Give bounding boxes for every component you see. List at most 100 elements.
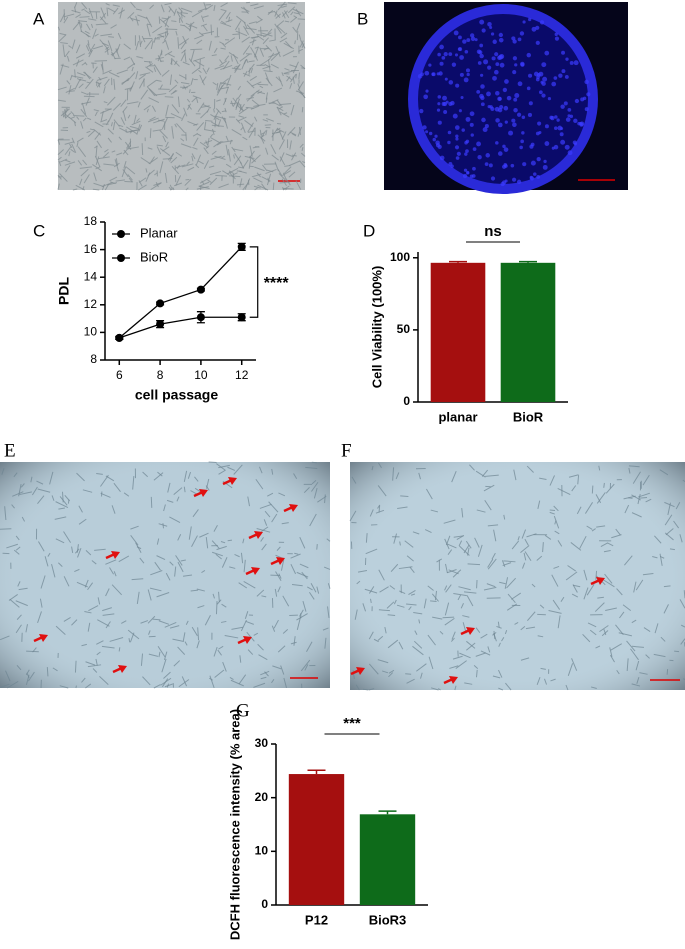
cell xyxy=(47,667,48,676)
point xyxy=(197,286,205,294)
nucleus xyxy=(458,35,462,39)
nucleus xyxy=(522,116,526,120)
nucleus xyxy=(513,56,517,60)
micrograph-a xyxy=(58,2,305,190)
nucleus xyxy=(466,171,469,174)
nucleus xyxy=(531,161,536,166)
nucleus xyxy=(548,97,551,100)
nucleus xyxy=(500,63,505,68)
cell xyxy=(214,109,215,113)
bar xyxy=(431,263,486,402)
cell xyxy=(295,40,296,44)
nucleus xyxy=(466,117,471,122)
cell xyxy=(108,37,114,38)
cell xyxy=(239,28,240,39)
nucleus xyxy=(478,61,482,65)
nucleus xyxy=(429,132,432,135)
nucleus xyxy=(511,119,515,123)
nucleus xyxy=(513,108,517,112)
nucleus xyxy=(522,20,525,23)
nucleus xyxy=(438,71,442,75)
nucleus xyxy=(542,77,547,82)
nucleus xyxy=(512,122,517,127)
x-tick-label: 8 xyxy=(157,368,164,382)
significance: *** xyxy=(343,715,361,732)
nucleus xyxy=(487,22,492,27)
nucleus xyxy=(464,78,469,83)
cell xyxy=(76,686,77,688)
cell xyxy=(237,184,244,185)
nucleus xyxy=(498,123,503,128)
nucleus xyxy=(504,79,509,84)
cell xyxy=(228,540,232,541)
cell xyxy=(163,523,164,528)
x-axis-label: cell passage xyxy=(135,387,218,403)
nucleus xyxy=(447,141,450,144)
nucleus xyxy=(486,91,491,96)
nucleus xyxy=(518,38,522,42)
nucleus xyxy=(495,118,500,123)
nucleus xyxy=(470,111,475,116)
nucleus xyxy=(505,121,508,124)
cell xyxy=(317,544,318,550)
x-tick-label: P12 xyxy=(305,912,328,927)
nucleus xyxy=(575,99,579,103)
point xyxy=(238,243,246,251)
bracket xyxy=(250,247,258,317)
nucleus xyxy=(565,75,569,79)
nucleus xyxy=(440,62,444,66)
bar xyxy=(360,814,415,905)
nucleus xyxy=(481,102,485,106)
nucleus xyxy=(437,102,440,105)
error-bar xyxy=(519,262,537,263)
point xyxy=(156,299,164,307)
nucleus xyxy=(560,132,564,136)
nucleus xyxy=(522,162,526,166)
nucleus xyxy=(497,97,501,101)
nucleus xyxy=(561,69,565,73)
nucleus xyxy=(437,109,440,112)
cell xyxy=(592,486,593,494)
nucleus xyxy=(554,76,558,80)
nucleus xyxy=(492,40,496,44)
nucleus xyxy=(495,62,499,66)
cell xyxy=(165,97,174,98)
point xyxy=(197,313,205,321)
panel-label: C xyxy=(33,221,45,240)
micrograph-e xyxy=(0,462,330,688)
nucleus xyxy=(513,98,517,102)
nucleus xyxy=(448,131,452,135)
nucleus xyxy=(457,152,461,156)
nucleus xyxy=(464,141,468,145)
cell xyxy=(261,27,262,37)
micrograph-f xyxy=(350,462,685,690)
nucleus xyxy=(551,82,556,87)
cell xyxy=(405,674,411,675)
nucleus xyxy=(489,163,493,167)
cell xyxy=(211,25,212,36)
nucleus xyxy=(555,33,558,36)
error-bar xyxy=(449,262,467,263)
nucleus xyxy=(455,53,458,56)
nucleus xyxy=(529,101,533,105)
nucleus xyxy=(454,31,459,36)
cell xyxy=(129,638,130,642)
nucleus xyxy=(543,165,548,170)
nucleus xyxy=(492,56,496,60)
nucleus xyxy=(424,71,429,76)
nucleus xyxy=(481,118,486,123)
nucleus xyxy=(519,146,523,150)
nucleus xyxy=(574,142,577,145)
cell xyxy=(190,23,191,30)
nucleus xyxy=(488,105,491,108)
nucleus xyxy=(478,50,482,54)
bar xyxy=(501,263,556,402)
nucleus xyxy=(512,70,516,74)
nucleus xyxy=(434,135,437,138)
nucleus xyxy=(455,125,460,130)
y-tick-label: 18 xyxy=(84,214,98,228)
nucleus xyxy=(550,116,554,120)
nucleus xyxy=(435,141,439,145)
nucleus xyxy=(483,59,488,64)
nucleus xyxy=(573,119,577,123)
